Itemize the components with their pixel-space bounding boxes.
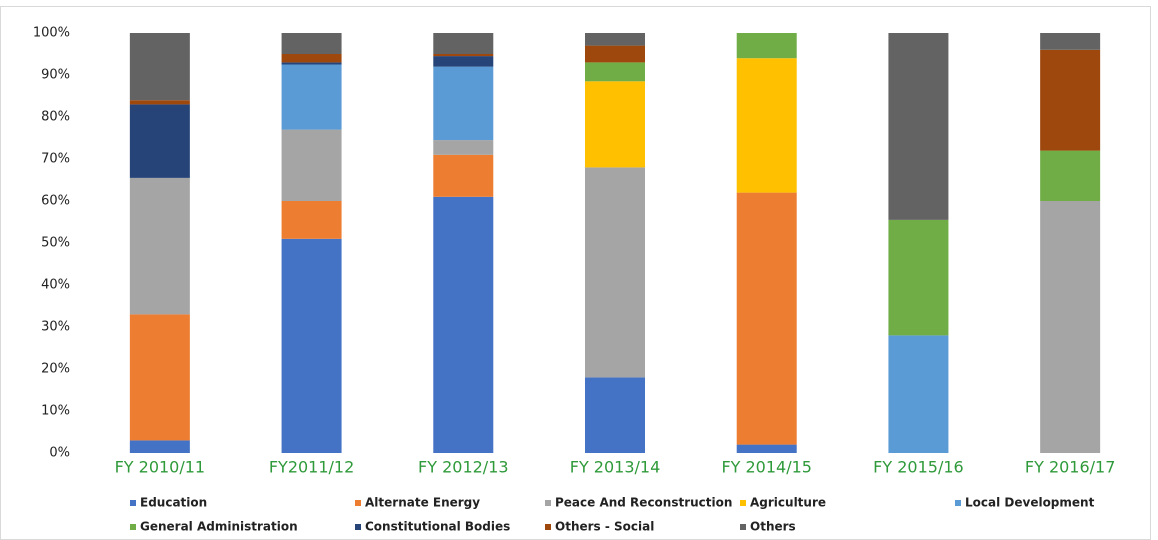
- x-tick-label: FY 2015/16: [873, 458, 964, 477]
- bar-segment: [888, 335, 949, 453]
- bar-segment: [433, 56, 494, 67]
- bar-segment: [585, 167, 645, 378]
- x-tick-label: FY 2012/13: [418, 458, 509, 477]
- bar-segment: [129, 314, 190, 441]
- bar-segment: [433, 154, 494, 197]
- bar-segment: [736, 58, 797, 193]
- legend-label: Others - Social: [555, 520, 654, 534]
- bar-segment: [585, 377, 645, 453]
- bar-segment: [585, 33, 645, 46]
- y-tick-label: 50%: [41, 236, 70, 251]
- y-tick-label: 0%: [49, 446, 70, 461]
- bar-segment: [281, 54, 342, 63]
- legend-label: Alternate Energy: [365, 496, 480, 510]
- y-tick-label: 30%: [41, 320, 70, 335]
- bar-segment: [433, 140, 494, 155]
- legend-swatch: [545, 524, 551, 530]
- bar-segment: [1040, 150, 1101, 201]
- legend-swatch: [130, 500, 136, 506]
- x-tick-label: FY 2013/14: [570, 458, 661, 477]
- bar-segment: [433, 33, 494, 54]
- legend-swatch: [545, 500, 551, 506]
- bar-segment: [281, 129, 342, 201]
- bar-segment: [129, 440, 190, 453]
- bar-segment: [736, 192, 797, 445]
- x-tick-label: FY 2016/17: [1025, 458, 1116, 477]
- bar-segment: [888, 33, 949, 220]
- legend-swatch: [740, 500, 746, 506]
- legend-swatch: [955, 500, 961, 506]
- bar-segment: [129, 104, 190, 178]
- x-tick-label: FY 2010/11: [115, 458, 206, 477]
- bar-segment: [433, 54, 494, 57]
- bar-segment: [129, 33, 190, 101]
- bar-segment: [1040, 33, 1101, 50]
- bar-segment: [129, 100, 190, 105]
- bar-segment: [1040, 201, 1101, 453]
- legend-swatch: [740, 524, 746, 530]
- legend-label: Agriculture: [750, 496, 826, 510]
- bar-segment: [585, 81, 645, 168]
- x-tick-label: FY2011/12: [269, 458, 354, 477]
- bar-segment: [433, 66, 494, 141]
- y-tick-label: 10%: [41, 404, 70, 419]
- legend-label: General Administration: [140, 520, 298, 534]
- bar-segment: [585, 62, 645, 82]
- bar-segment: [736, 444, 797, 453]
- y-tick-label: 20%: [41, 362, 70, 377]
- bar-segment: [736, 33, 797, 59]
- bar-segment: [888, 219, 949, 336]
- bar-segment: [433, 196, 494, 454]
- legend-label: Peace And Reconstruction: [555, 496, 732, 510]
- legend-label: Others: [750, 520, 796, 534]
- y-tick-label: 90%: [41, 68, 70, 83]
- bar-segment: [281, 238, 342, 453]
- x-tick-label: FY 2014/15: [721, 458, 812, 477]
- legend-swatch: [355, 524, 361, 530]
- bar-segment: [1040, 49, 1101, 151]
- bar-segment: [585, 45, 645, 63]
- y-tick-label: 70%: [41, 152, 70, 167]
- bar-segment: [281, 33, 342, 54]
- bar-segment: [281, 62, 342, 65]
- y-tick-label: 80%: [41, 110, 70, 125]
- legend-label: Education: [140, 496, 207, 510]
- y-tick-label: 40%: [41, 278, 70, 293]
- bar-segment: [281, 64, 342, 130]
- legend-label: Constitutional Bodies: [365, 520, 510, 534]
- bar-segment: [129, 177, 190, 315]
- legend-swatch: [355, 500, 361, 506]
- bar-segment: [281, 201, 342, 239]
- legend-swatch: [130, 524, 136, 530]
- y-tick-label: 60%: [41, 194, 70, 209]
- legend-label: Local Development: [965, 496, 1095, 510]
- y-tick-label: 100%: [33, 26, 70, 41]
